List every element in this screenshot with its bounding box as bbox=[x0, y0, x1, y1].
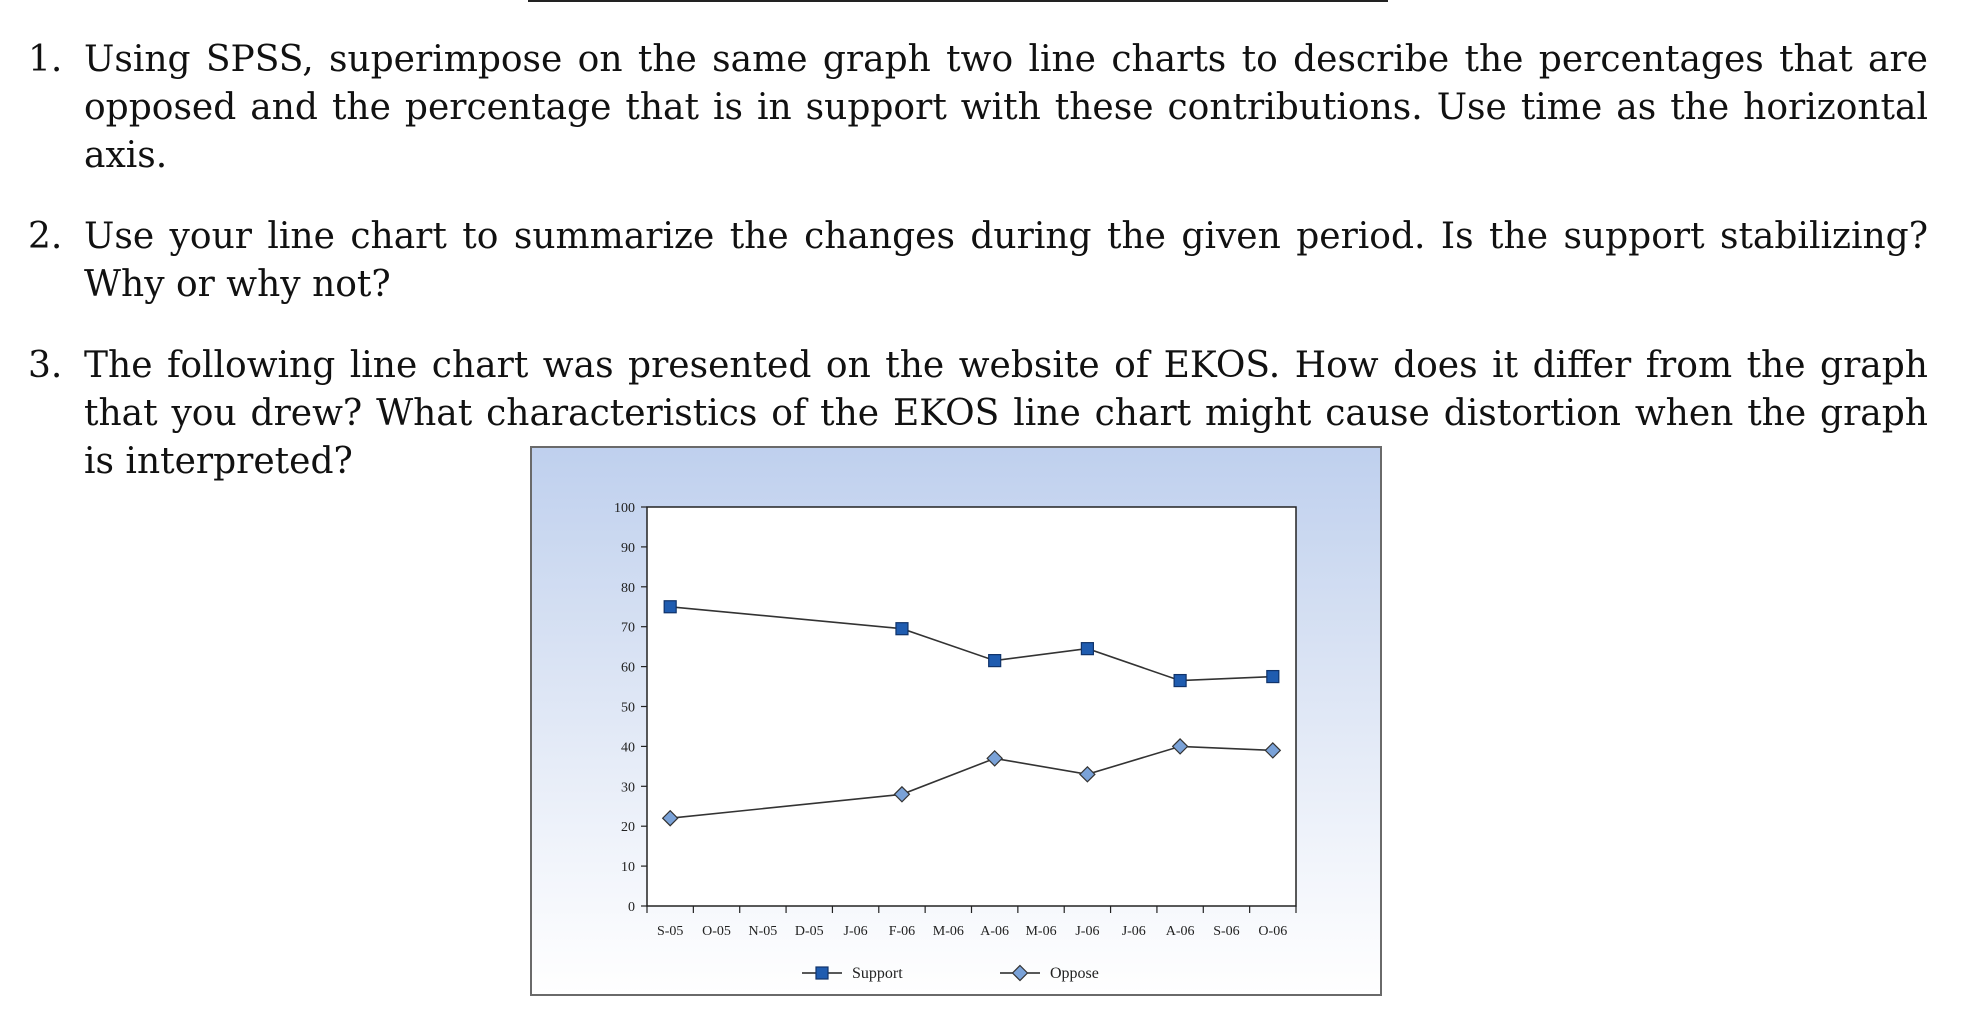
x-tick-label-8: M-06 bbox=[1025, 924, 1056, 939]
support-point-11 bbox=[1173, 673, 1187, 688]
oppose-point-5 bbox=[893, 785, 911, 803]
question-list: 1. Using SPSS, superimpose on the same g… bbox=[28, 36, 1928, 519]
question-2-number: 2. bbox=[28, 216, 63, 257]
top-rule bbox=[528, 0, 1388, 2]
y-tick-label-90: 90 bbox=[621, 541, 635, 556]
y-tick-label-70: 70 bbox=[621, 621, 635, 636]
x-tick-label-1: O-05 bbox=[702, 924, 731, 939]
x-tick-label-2: N-05 bbox=[749, 924, 778, 939]
question-3-text: The following line chart was presented o… bbox=[84, 345, 1928, 482]
question-1-text: Using SPSS, superimpose on the same grap… bbox=[84, 39, 1928, 176]
support-point-7 bbox=[988, 654, 1002, 668]
y-tick-label-100: 100 bbox=[614, 501, 635, 516]
x-tick-label-9: J-06 bbox=[1075, 924, 1099, 939]
legend-label-support: Support bbox=[852, 965, 903, 982]
question-2: 2. Use your line chart to summarize the … bbox=[28, 213, 1928, 309]
x-tick-label-13: O-06 bbox=[1258, 924, 1287, 939]
series-line-oppose bbox=[670, 745, 1273, 819]
x-tick-label-7: A-06 bbox=[980, 924, 1009, 939]
x-tick-label-11: A-06 bbox=[1166, 924, 1195, 939]
legend-label-oppose: Oppose bbox=[1050, 965, 1099, 982]
x-tick-label-5: F-06 bbox=[889, 924, 915, 939]
legend-marker-support bbox=[815, 966, 829, 980]
question-2-text: Use your line chart to summarize the cha… bbox=[84, 216, 1928, 305]
x-tick-label-10: J-06 bbox=[1122, 924, 1146, 939]
oppose-point-0 bbox=[661, 809, 679, 827]
x-tick-label-4: J-06 bbox=[844, 924, 868, 939]
support-point-13 bbox=[1266, 669, 1280, 684]
y-tick-label-60: 60 bbox=[621, 661, 635, 676]
x-tick-label-3: D-05 bbox=[795, 924, 824, 939]
question-3: 3. The following line chart was presente… bbox=[28, 342, 1928, 486]
x-tick-label-6: M-06 bbox=[933, 924, 964, 939]
plot-area bbox=[646, 506, 1297, 907]
y-tick-label-20: 20 bbox=[621, 820, 635, 835]
x-tick-label-12: S-06 bbox=[1213, 924, 1239, 939]
series-line-support bbox=[670, 606, 1273, 682]
ekos-chart-figure: 0 10 20 30 40 50 60 70 80 90 100 S-05 O-05 N-05 D-05 J-… bbox=[530, 446, 1382, 996]
oppose-point-9 bbox=[1079, 765, 1096, 783]
support-point-0 bbox=[663, 600, 677, 614]
oppose-point-7 bbox=[986, 750, 1004, 767]
oppose-point-11 bbox=[1171, 738, 1189, 755]
y-tick-label-0: 0 bbox=[628, 900, 635, 915]
y-tick-label-40: 40 bbox=[621, 740, 635, 755]
y-tick-label-30: 30 bbox=[621, 780, 635, 795]
question-3-number: 3. bbox=[28, 345, 63, 386]
y-tick-label-10: 10 bbox=[621, 860, 635, 875]
question-1: 1. Using SPSS, superimpose on the same g… bbox=[28, 36, 1928, 180]
y-tick-label-50: 50 bbox=[621, 701, 635, 716]
y-tick-label-80: 80 bbox=[621, 581, 635, 596]
x-tick-label-0: S-05 bbox=[657, 924, 683, 939]
line-chart: 0 10 20 30 40 50 60 70 80 90 100 S-05 O-05 N-05 D-05 J-… bbox=[614, 501, 1297, 982]
support-point-9 bbox=[1080, 642, 1094, 656]
support-point-5 bbox=[895, 622, 909, 636]
question-1-number: 1. bbox=[28, 39, 63, 80]
oppose-point-13 bbox=[1264, 742, 1282, 759]
legend-marker-oppose bbox=[1011, 964, 1029, 982]
